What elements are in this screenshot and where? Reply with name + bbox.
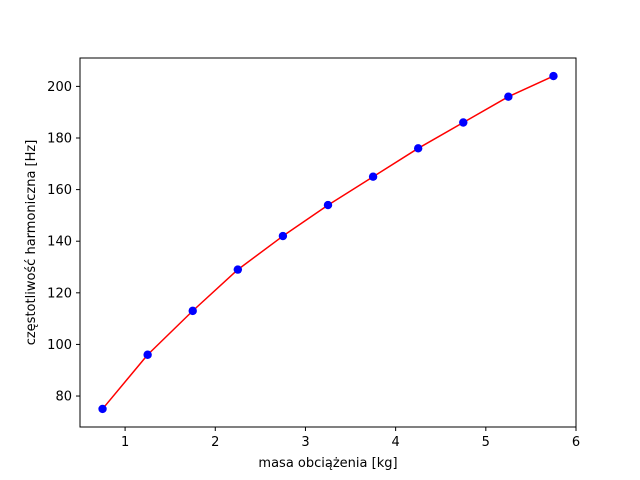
data-point <box>98 404 107 414</box>
plot-area <box>98 71 558 414</box>
data-point <box>278 231 288 241</box>
y-tick-label: 180 <box>47 131 72 146</box>
x-tick-label: 6 <box>572 435 580 450</box>
data-point <box>188 306 197 316</box>
y-axis: 80 100 120 140 160 180 200 <box>47 80 80 405</box>
data-point <box>459 118 468 127</box>
y-tick-label: 200 <box>47 80 72 95</box>
data-point <box>233 265 243 274</box>
data-point <box>323 200 333 210</box>
x-tick-label: 3 <box>301 435 309 450</box>
x-tick-label: 2 <box>211 435 219 450</box>
y-tick-label: 160 <box>47 183 72 198</box>
data-point <box>504 92 513 101</box>
y-axis-label: częstotliwość harmoniczna [Hz] <box>24 140 39 346</box>
y-tick-label: 140 <box>47 235 72 250</box>
data-point <box>413 144 423 153</box>
x-tick-label: 5 <box>482 435 490 450</box>
axes-frame <box>79 57 577 428</box>
data-point <box>549 71 558 81</box>
x-axis-label: masa obciążenia [kg] <box>258 456 397 471</box>
x-tick-label: 4 <box>391 435 399 450</box>
x-axis: 1 2 3 4 5 6 <box>121 427 580 450</box>
x-tick-label: 1 <box>121 435 129 450</box>
data-point <box>368 172 378 181</box>
data-point <box>143 350 152 359</box>
y-tick-label: 120 <box>47 286 72 301</box>
y-tick-label: 100 <box>47 338 72 353</box>
y-tick-label: 80 <box>55 390 72 405</box>
